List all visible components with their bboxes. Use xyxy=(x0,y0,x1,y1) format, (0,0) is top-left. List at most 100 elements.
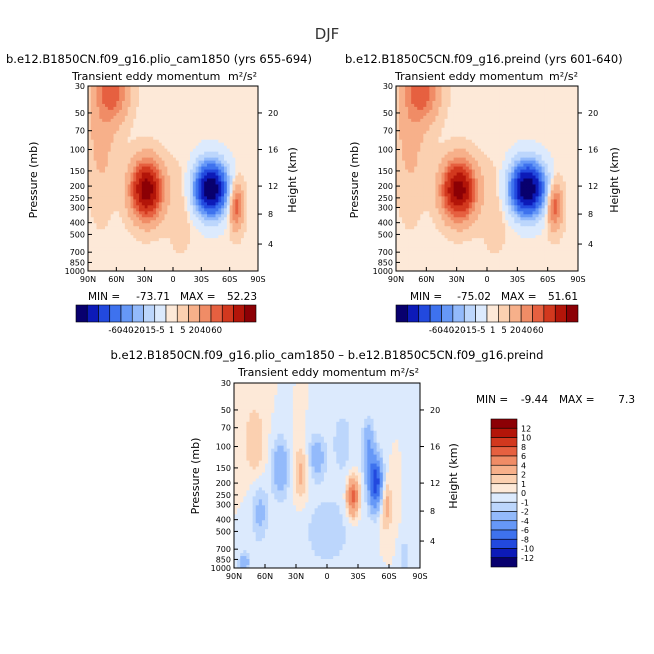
heatmap-cell xyxy=(207,214,211,218)
heatmap-cell xyxy=(229,223,233,227)
heatmap-cell xyxy=(224,160,228,164)
heatmap-cell xyxy=(192,169,197,173)
heatmap-cell xyxy=(130,244,134,248)
heatmap-cell xyxy=(523,124,527,129)
heatmap-cell xyxy=(238,154,242,159)
heatmap-cell xyxy=(96,229,100,233)
heatmap-cell xyxy=(198,88,202,93)
heatmap-cell xyxy=(102,190,106,194)
heatmap-cell xyxy=(215,238,219,242)
heatmap-cell xyxy=(88,139,92,144)
heatmap-cell xyxy=(184,163,188,167)
heatmap-cell xyxy=(232,124,236,129)
heatmap-cell xyxy=(161,205,165,209)
heatmap-cell xyxy=(116,121,120,126)
heatmap-cell xyxy=(122,211,126,215)
heatmap-cell xyxy=(204,253,208,257)
heatmap-cell xyxy=(215,169,219,173)
heatmap-cell xyxy=(156,124,160,129)
heatmap-cell xyxy=(139,163,143,167)
heatmap-cell xyxy=(441,115,445,120)
heatmap-cell xyxy=(435,112,439,117)
heatmap-cell xyxy=(127,232,131,236)
heatmap-cell xyxy=(116,97,120,102)
heatmap-cell xyxy=(438,142,442,147)
heatmap-cell xyxy=(113,208,117,212)
heatmap-cell xyxy=(229,133,233,138)
heatmap-cell xyxy=(215,232,219,236)
heatmap-cell xyxy=(105,130,109,135)
heatmap-cell xyxy=(532,109,536,114)
heatmap-cell xyxy=(511,142,515,147)
heatmap-cell xyxy=(490,142,494,147)
heatmap-cell xyxy=(529,103,533,108)
heatmap-cell xyxy=(96,154,100,159)
heatmap-cell xyxy=(218,151,222,156)
heatmap-cell xyxy=(420,136,424,141)
heatmap-cell xyxy=(207,148,211,153)
heatmap-cell xyxy=(107,181,112,185)
heatmap-cell xyxy=(170,181,174,185)
heatmap-cell xyxy=(246,265,250,269)
heatmap-cell xyxy=(93,202,97,206)
heatmap-cell xyxy=(133,172,137,176)
heatmap-cell xyxy=(96,121,100,126)
heatmap-cell xyxy=(423,142,427,147)
heatmap-cell xyxy=(122,253,126,257)
heatmap-cell xyxy=(212,154,216,159)
heatmap-cell xyxy=(568,86,573,90)
heatmap-cell xyxy=(181,190,185,194)
heatmap-cell xyxy=(99,220,103,224)
heatmap-cell xyxy=(571,118,576,123)
heatmap-cell xyxy=(246,259,250,263)
heatmap-cell xyxy=(468,109,473,114)
heatmap-cell xyxy=(252,244,256,248)
heatmap-cell xyxy=(438,136,442,141)
heatmap-cell xyxy=(556,88,561,93)
heatmap-cell xyxy=(198,157,202,161)
heatmap-cell xyxy=(102,115,106,120)
heatmap-cell xyxy=(102,184,106,188)
heatmap-cell xyxy=(156,127,160,132)
heatmap-cell xyxy=(164,235,168,239)
heatmap-cell xyxy=(496,118,500,123)
heatmap-cell xyxy=(127,235,131,239)
heatmap-cell xyxy=(553,103,558,108)
heatmap-cell xyxy=(246,115,250,120)
heatmap-cell xyxy=(238,151,242,156)
heatmap-cell xyxy=(150,205,154,209)
heatmap-cell xyxy=(170,247,174,251)
heatmap-cell xyxy=(141,214,146,218)
heatmap-cell xyxy=(187,223,191,227)
heatmap-cell xyxy=(167,175,171,179)
heatmap-cell xyxy=(133,223,137,227)
heatmap-cell xyxy=(243,211,248,215)
heatmap-cell xyxy=(170,112,174,117)
heatmap-cell xyxy=(232,238,236,242)
heatmap-cell xyxy=(127,187,131,191)
heatmap-cell xyxy=(568,91,573,96)
heatmap-cell xyxy=(538,94,542,99)
heatmap-cell xyxy=(116,163,120,167)
heatmap-cell xyxy=(246,109,250,114)
heatmap-cell xyxy=(122,163,126,167)
heatmap-cell xyxy=(198,109,202,114)
heatmap-cell xyxy=(520,103,524,108)
heatmap-cell xyxy=(119,86,123,90)
heatmap-cell xyxy=(113,178,117,182)
heatmap-cell xyxy=(550,97,555,102)
heatmap-cell xyxy=(184,166,188,170)
heatmap-cell xyxy=(90,142,95,147)
heatmap-cell xyxy=(164,226,168,230)
heatmap-cell xyxy=(156,142,160,147)
heatmap-cell xyxy=(127,133,131,138)
heatmap-cell xyxy=(113,94,117,99)
heatmap-cell xyxy=(127,169,131,173)
heatmap-cell xyxy=(493,136,497,141)
heatmap-cell xyxy=(207,226,211,230)
heatmap-cell xyxy=(139,190,143,194)
heatmap-cell xyxy=(133,199,137,203)
heatmap-cell xyxy=(190,88,194,93)
heatmap-cell xyxy=(161,178,165,182)
heatmap-cell xyxy=(187,166,191,170)
